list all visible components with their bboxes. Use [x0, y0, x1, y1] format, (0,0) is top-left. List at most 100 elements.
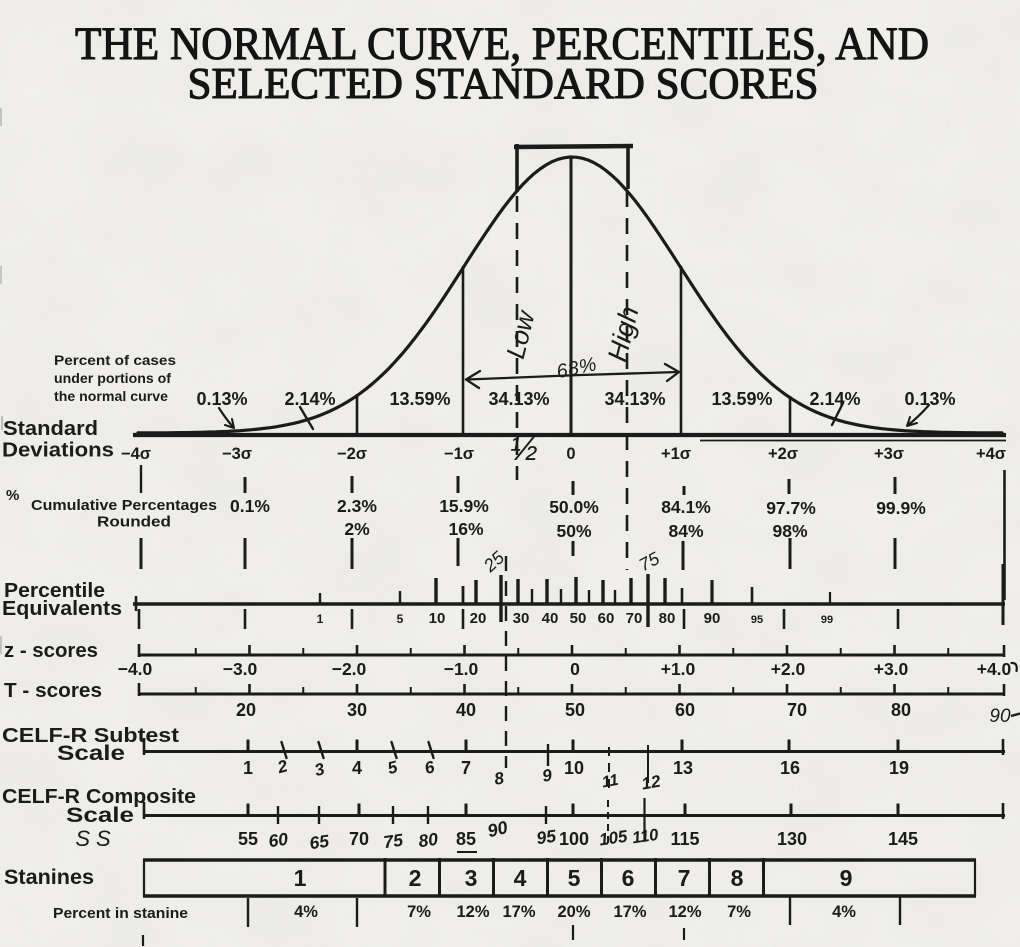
svg-text:5: 5: [568, 865, 581, 891]
svg-text:9: 9: [541, 765, 554, 785]
svg-text:+1σ: +1σ: [661, 445, 691, 463]
svg-text:5: 5: [397, 612, 404, 626]
svg-text:85: 85: [456, 829, 476, 849]
svg-text:70: 70: [787, 700, 807, 720]
svg-text:4%: 4%: [832, 903, 856, 921]
svg-text:−2σ: −2σ: [337, 445, 367, 463]
svg-text:110: 110: [631, 826, 660, 848]
svg-text:0: 0: [570, 659, 580, 679]
svg-text:84%: 84%: [668, 521, 703, 541]
svg-text:30: 30: [347, 700, 367, 720]
svg-text:80: 80: [417, 829, 439, 852]
svg-text:145: 145: [888, 829, 918, 849]
svg-text:4: 4: [352, 758, 362, 778]
svg-text:%: %: [6, 487, 19, 504]
svg-text:0.13%: 0.13%: [904, 389, 955, 409]
svg-text:10: 10: [564, 758, 584, 778]
svg-text:Deviations: Deviations: [2, 439, 114, 462]
svg-text:Equivalents: Equivalents: [2, 597, 122, 620]
svg-text:0: 0: [566, 445, 575, 463]
svg-text:−4.0: −4.0: [118, 659, 153, 679]
svg-text:Standard: Standard: [3, 417, 98, 440]
svg-text:3: 3: [465, 865, 478, 891]
svg-text:99.9%: 99.9%: [876, 498, 926, 518]
svg-text:1: 1: [243, 758, 253, 778]
svg-text:+2σ: +2σ: [768, 445, 798, 463]
svg-text:2.14%: 2.14%: [809, 389, 860, 409]
svg-text:7%: 7%: [407, 903, 431, 921]
svg-text:95: 95: [751, 614, 763, 626]
svg-text:100: 100: [559, 829, 589, 849]
svg-text:+3.0: +3.0: [874, 659, 909, 679]
svg-text:Percent of cases: Percent of cases: [54, 353, 176, 368]
svg-text:80: 80: [891, 700, 911, 720]
svg-text:90: 90: [704, 610, 721, 627]
svg-text:19: 19: [889, 758, 909, 778]
svg-text:4: 4: [514, 865, 527, 891]
svg-text:1: 1: [294, 865, 307, 891]
svg-text:+4σ: +4σ: [976, 445, 1006, 463]
svg-text:−3.0: −3.0: [223, 659, 258, 679]
svg-text:0.13%: 0.13%: [196, 389, 247, 409]
svg-text:70: 70: [349, 829, 369, 849]
svg-text:99: 99: [821, 614, 833, 626]
svg-text:Percentile: Percentile: [4, 579, 105, 602]
svg-text:½: ½: [510, 430, 538, 467]
svg-text:8: 8: [493, 768, 506, 788]
svg-text:97.7%: 97.7%: [766, 498, 816, 518]
svg-text:CELF-R Composite: CELF-R Composite: [2, 785, 196, 808]
svg-text:z - scores: z - scores: [4, 639, 98, 662]
svg-text:8: 8: [731, 865, 744, 891]
svg-text:75: 75: [382, 830, 404, 853]
svg-text:95: 95: [535, 826, 557, 849]
svg-text:−3σ: −3σ: [222, 445, 252, 463]
svg-text:130: 130: [777, 829, 807, 849]
svg-text:Rounded: Rounded: [97, 514, 171, 531]
svg-text:17%: 17%: [613, 903, 646, 921]
svg-text:−1σ: −1σ: [444, 445, 474, 463]
svg-text:34.13%: 34.13%: [488, 389, 549, 409]
svg-text:60: 60: [267, 829, 289, 852]
svg-text:15.9%: 15.9%: [439, 496, 489, 516]
svg-text:16%: 16%: [448, 519, 483, 539]
svg-text:16: 16: [780, 758, 800, 778]
svg-text:10: 10: [429, 610, 446, 627]
svg-text:65: 65: [308, 831, 330, 854]
svg-text:55: 55: [238, 829, 258, 849]
svg-text:Scale: Scale: [66, 804, 134, 827]
svg-text:13: 13: [673, 758, 693, 778]
svg-text:13.59%: 13.59%: [389, 389, 450, 409]
svg-text:the normal curve: the normal curve: [54, 389, 169, 404]
svg-text:Cumulative Percentages: Cumulative Percentages: [31, 497, 217, 514]
svg-text:20: 20: [470, 610, 487, 627]
svg-text:105: 105: [598, 827, 629, 850]
svg-text:2: 2: [409, 865, 422, 891]
svg-text:under portions of: under portions of: [54, 371, 172, 386]
svg-text:SS: SS: [75, 826, 116, 851]
svg-text:12%: 12%: [456, 903, 489, 921]
svg-text:20: 20: [236, 700, 256, 720]
svg-text:7%: 7%: [727, 903, 751, 921]
svg-text:60: 60: [598, 610, 615, 627]
svg-text:12: 12: [640, 771, 662, 793]
svg-text:60: 60: [675, 700, 695, 720]
svg-text:90: 90: [485, 817, 509, 841]
svg-text:40: 40: [542, 610, 559, 627]
svg-text:Stanines: Stanines: [4, 866, 94, 889]
svg-text:2.3%: 2.3%: [337, 496, 377, 516]
svg-text:50.0%: 50.0%: [549, 497, 599, 517]
svg-text:−2.0: −2.0: [332, 659, 367, 679]
svg-text:115: 115: [670, 829, 699, 849]
svg-text:50%: 50%: [556, 521, 591, 541]
svg-text:17%: 17%: [502, 903, 535, 921]
svg-text:20%: 20%: [557, 903, 590, 921]
svg-text:6: 6: [622, 865, 635, 891]
svg-text:80: 80: [659, 610, 676, 627]
svg-text:1: 1: [317, 612, 324, 626]
svg-text:SELECTED STANDARD SCORES: SELECTED STANDARD SCORES: [188, 59, 819, 108]
svg-text:T - scores: T - scores: [4, 679, 102, 702]
svg-text:Percent in stanine: Percent in stanine: [53, 905, 188, 922]
svg-text:Scale: Scale: [57, 742, 125, 765]
svg-text:+2.0: +2.0: [771, 659, 806, 679]
svg-text:50: 50: [570, 610, 587, 627]
